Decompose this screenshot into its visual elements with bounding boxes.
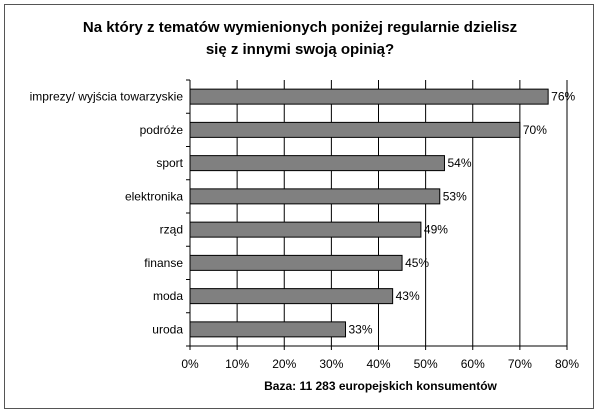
category-label: moda [153, 289, 183, 303]
value-label: 76% [551, 90, 575, 104]
chart-title-line-2: się z innymi swoją opinią? [205, 41, 395, 58]
bar [189, 88, 549, 105]
bar [189, 121, 521, 138]
x-tick-label: 10% [225, 357, 249, 371]
value-label: 53% [443, 189, 467, 203]
category-label: uroda [152, 322, 183, 336]
value-label: 33% [349, 322, 373, 336]
x-tick-label: 20% [272, 357, 296, 371]
x-tick-label: 0% [181, 357, 199, 371]
x-axis-title: Baza: 11 283 europejskich konsumentów [264, 379, 497, 393]
x-tick-label: 60% [461, 357, 485, 371]
chart-title-line-1: Na który z tematów wymienionych poniżej … [82, 19, 518, 36]
value-label: 43% [396, 289, 420, 303]
chart-frame: Na który z tematów wymienionych poniżej … [4, 4, 594, 409]
bar [189, 288, 394, 305]
x-tick-label: 40% [366, 357, 390, 371]
category-label: podróże [140, 123, 184, 137]
bar [189, 321, 347, 338]
value-label: 45% [405, 256, 429, 270]
category-label: elektronika [125, 189, 183, 203]
category-label: rząd [160, 223, 183, 237]
category-label: sport [156, 156, 183, 170]
value-label: 54% [447, 156, 471, 170]
bar [189, 155, 445, 172]
category-label: finanse [144, 256, 183, 270]
category-label: imprezy/ wyjścia towarzyskie [30, 90, 184, 104]
bar [189, 188, 441, 205]
x-tick-label: 50% [414, 357, 438, 371]
value-label: 70% [523, 123, 547, 137]
bar [189, 254, 403, 271]
x-tick-label: 80% [555, 357, 579, 371]
x-tick-label: 30% [319, 357, 343, 371]
value-label: 49% [424, 223, 448, 237]
bar [189, 221, 422, 238]
x-tick-label: 70% [508, 357, 532, 371]
chart-title: Na który z tematów wymienionych poniżej … [5, 17, 595, 61]
